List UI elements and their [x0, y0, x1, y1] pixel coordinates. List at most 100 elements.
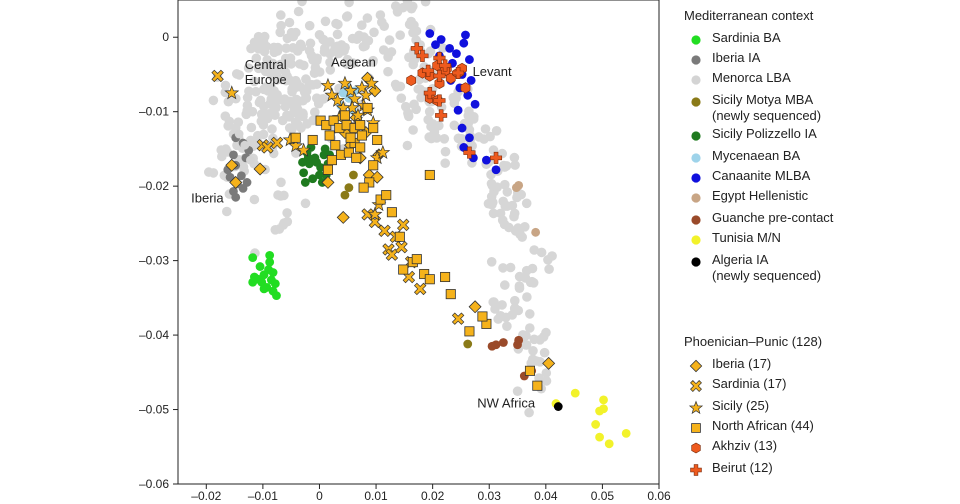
legend-label: Menorca LBA	[712, 70, 791, 85]
data-point	[599, 404, 608, 414]
data-point	[452, 66, 465, 79]
data-point	[308, 174, 318, 184]
legend-marker-icon	[691, 442, 701, 454]
data-point	[296, 142, 312, 157]
data-point	[270, 136, 284, 150]
legend-marker	[688, 400, 704, 415]
data-point	[336, 210, 350, 224]
reference-sample-point	[266, 94, 277, 105]
data-point	[553, 402, 563, 411]
series-sicily-motya-mba-newly-sequenced	[340, 170, 473, 349]
reference-sample-point	[284, 17, 295, 28]
reference-sample-point	[276, 20, 286, 31]
legend-marker	[691, 235, 701, 245]
reference-sample-point	[534, 373, 544, 383]
reference-sample-point	[284, 96, 295, 107]
reference-sample-point	[333, 48, 344, 59]
legend-marker-icon	[691, 173, 701, 183]
reference-sample-point	[304, 79, 315, 90]
legend-marker	[691, 35, 701, 45]
region-label: Aegean	[331, 54, 376, 69]
data-point	[343, 83, 359, 98]
reference-sample-point	[378, 45, 389, 55]
y-tick-label: –0.03	[139, 254, 169, 268]
reference-sample-point	[525, 309, 535, 319]
legend-marker	[691, 173, 701, 183]
data-point	[459, 38, 469, 48]
reference-sample-point	[502, 187, 513, 197]
reference-sample-point	[369, 27, 379, 38]
legend-marker	[691, 55, 701, 65]
reference-sample-point	[384, 35, 395, 45]
legend-label: Tunisia M/N	[712, 230, 781, 245]
x-tick-label: 0.04	[534, 489, 558, 503]
reference-sample-point	[256, 109, 267, 119]
y-tick-label: 0	[162, 30, 169, 44]
reference-sample-point	[486, 257, 497, 267]
data-point	[470, 99, 480, 109]
data-point	[356, 130, 367, 141]
reference-sample-point	[480, 124, 491, 134]
reference-sample-point	[527, 263, 538, 274]
data-point	[490, 151, 503, 164]
x-tick-label: 0.06	[647, 489, 671, 503]
reference-sample-point	[317, 94, 327, 104]
reference-sample-point	[249, 76, 260, 87]
data-point	[394, 231, 405, 242]
reference-sample-point	[252, 130, 263, 141]
region-label: Iberia	[191, 191, 224, 206]
reference-sample-point	[541, 368, 552, 378]
reference-sample-point	[312, 79, 322, 89]
reference-sample-point	[493, 314, 504, 324]
reference-sample-point	[341, 11, 352, 22]
reference-sample-point	[310, 107, 320, 117]
legend-label: Iberia (17)	[712, 356, 772, 371]
reference-sample-point	[515, 229, 525, 239]
data-point	[531, 227, 541, 237]
reference-sample-point	[302, 119, 312, 129]
data-point	[343, 147, 354, 158]
reference-sample-point	[409, 20, 419, 30]
data-point	[246, 155, 255, 165]
reference-sample-point	[512, 386, 523, 397]
data-point	[355, 142, 366, 153]
reference-sample-point	[319, 47, 330, 57]
reference-sample-point	[204, 167, 214, 177]
data-point	[364, 75, 379, 90]
reference-sample-point	[287, 86, 297, 97]
data-point	[364, 177, 375, 188]
data-point	[453, 105, 463, 115]
legend-marker-icon	[690, 380, 702, 392]
data-point	[604, 439, 614, 449]
reference-sample-point	[539, 347, 550, 358]
reference-sample-point	[500, 201, 511, 211]
reference-sample-point	[273, 42, 283, 53]
y-axis: 0 –0.01 –0.02 –0.03 –0.04 –0.05 –0.06	[139, 30, 178, 491]
legend-label: Guanche pre-contact	[712, 210, 834, 225]
reference-sample-point	[251, 86, 261, 97]
data-point	[491, 165, 501, 175]
data-point	[482, 155, 491, 165]
reference-sample-point	[220, 80, 231, 91]
reference-sample-point	[304, 20, 315, 31]
data-point	[416, 49, 429, 62]
data-point	[248, 253, 258, 263]
legend-marker	[690, 380, 702, 392]
data-point	[570, 388, 580, 398]
reference-sample-point	[247, 106, 258, 117]
data-point	[358, 87, 374, 102]
legend-marker-icon	[691, 131, 701, 141]
reference-sample-point	[254, 97, 265, 108]
reference-sample-point	[525, 323, 535, 333]
data-point	[337, 75, 353, 90]
x-axis: –0.02 –0.01 0 0.01 0.02 0.03 0.04 0.05 0.06	[191, 484, 671, 503]
data-point	[234, 129, 244, 139]
reference-sample-point	[269, 105, 279, 115]
legend-marker-icon	[691, 97, 701, 107]
data-point	[424, 274, 435, 285]
legend-label: North African (44)	[712, 418, 814, 433]
data-point	[322, 164, 333, 175]
reference-sample-point	[449, 120, 460, 131]
data-point	[514, 181, 524, 190]
reference-sample-point	[293, 6, 304, 17]
